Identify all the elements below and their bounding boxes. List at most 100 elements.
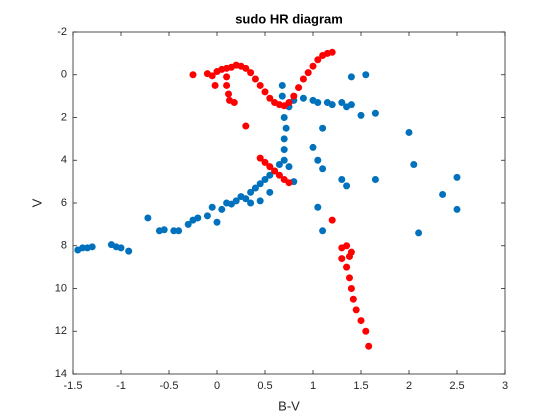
point [309,62,317,70]
point [144,214,152,222]
point [365,342,373,350]
point [170,227,178,235]
point [328,216,336,224]
point [338,255,346,263]
point [295,84,303,92]
x-axis-label: B-V [278,398,300,413]
point [266,188,274,196]
point [371,175,379,183]
chart-title: sudo HR diagram [235,11,343,26]
point [271,167,279,175]
point [242,64,250,72]
point [280,135,288,143]
point [256,154,264,162]
x-tick-label: 3 [502,380,508,392]
point [256,180,264,188]
point [275,171,283,179]
point [285,163,293,171]
x-tick-label: -0.5 [160,380,179,392]
point [88,243,96,251]
point [213,218,221,226]
point [247,199,255,207]
point [299,94,307,102]
point [223,73,231,81]
point [410,161,418,169]
point [266,163,274,171]
x-tick-label: 1.5 [353,380,368,392]
point [280,114,288,121]
point [290,92,298,100]
y-tick-label: 2 [61,111,67,123]
point [343,263,351,271]
point [338,99,346,107]
point [343,242,351,250]
point [319,227,327,235]
point [203,212,211,220]
point [261,88,269,96]
point [347,248,355,256]
point [175,227,183,235]
x-tick-label: 2 [406,380,412,392]
point [347,73,355,81]
point [347,285,355,292]
point [184,220,192,228]
point [278,81,286,89]
point [242,122,250,130]
y-tick-label: 12 [55,325,67,337]
point [278,92,286,100]
point [208,203,216,211]
point [304,69,312,77]
point [194,214,202,222]
point [280,146,288,154]
point [79,244,87,252]
point [261,175,269,183]
point [314,99,322,107]
point [319,165,327,173]
point [261,158,269,166]
point [349,295,357,303]
point [314,156,322,164]
point [309,143,317,151]
y-tick-label: -2 [57,26,67,38]
point [247,69,255,77]
x-tick-label: 0.5 [257,380,272,392]
point [362,327,370,335]
point [247,188,255,196]
point [314,56,322,64]
point [328,48,336,56]
point [347,101,355,109]
point [362,71,370,79]
point [285,179,293,187]
point [453,205,461,213]
point [275,161,283,169]
point [266,171,274,179]
point [117,244,125,252]
point [299,75,307,83]
y-tick-label: 8 [61,240,67,252]
point [282,124,290,132]
x-tick-label: 2.5 [449,380,464,392]
point [208,72,216,80]
point [338,175,346,183]
point [223,81,231,89]
point [345,274,353,282]
point [319,124,327,132]
x-tick-label: 0 [214,380,220,392]
point [251,75,259,83]
point [453,173,461,181]
point [232,197,240,205]
point [343,182,351,190]
point [256,81,264,89]
point [415,229,423,237]
point [160,226,168,234]
point [328,101,336,109]
point [314,203,322,211]
point [439,190,447,198]
y-tick-label: 0 [61,69,67,81]
point [125,247,133,255]
point [242,195,250,203]
x-tick-label: -1.5 [64,380,83,392]
point [266,94,274,102]
